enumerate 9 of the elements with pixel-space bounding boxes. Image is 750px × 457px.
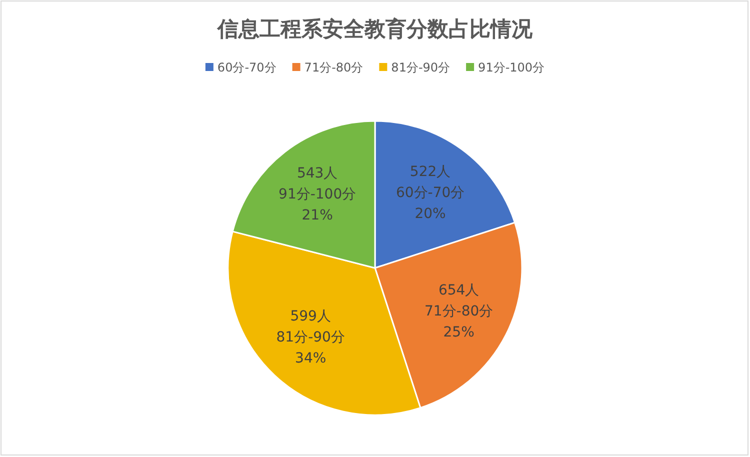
- legend-label: 60分-70分: [217, 60, 276, 74]
- legend-label: 81分-90分: [391, 60, 450, 74]
- legend-label: 71分-80分: [304, 60, 364, 74]
- chart-title: 信息工程系安全教育分数占比情况: [216, 16, 534, 41]
- legend-label: 91分-100分: [478, 60, 545, 74]
- data-label: 543人 91分-100分 21%: [278, 166, 356, 224]
- data-label: 599人 81分-90分 34%: [276, 308, 345, 367]
- data-label: 654人 71分-80分 25%: [424, 282, 494, 341]
- data-label: 522人 60分-70分 20%: [396, 164, 465, 222]
